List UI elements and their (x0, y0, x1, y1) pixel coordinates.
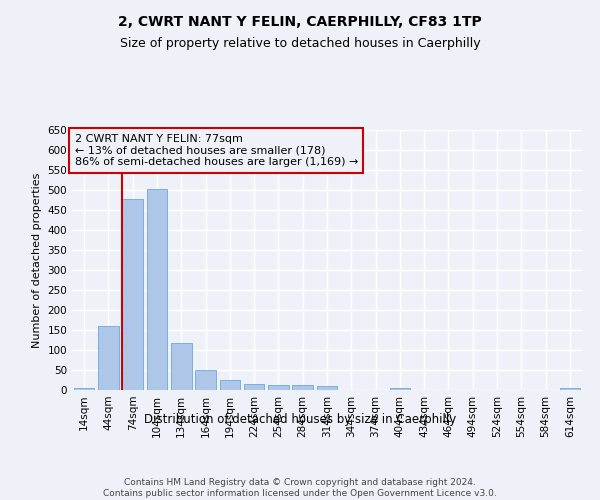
Bar (171, 343, 191, 390)
Bar (389, 388, 410, 390)
Text: 2, CWRT NANT Y FELIN, CAERPHILLY, CF83 1TP: 2, CWRT NANT Y FELIN, CAERPHILLY, CF83 1… (118, 15, 482, 29)
Text: Contains HM Land Registry data © Crown copyright and database right 2024.
Contai: Contains HM Land Registry data © Crown c… (103, 478, 497, 498)
Bar (268, 385, 289, 390)
Bar (74, 388, 94, 390)
Bar (146, 189, 167, 390)
Bar (244, 384, 265, 390)
Text: Size of property relative to detached houses in Caerphilly: Size of property relative to detached ho… (119, 38, 481, 51)
Bar (292, 385, 313, 390)
Bar (195, 370, 216, 390)
Bar (560, 388, 580, 390)
Text: 2 CWRT NANT Y FELIN: 77sqm
← 13% of detached houses are smaller (178)
86% of sem: 2 CWRT NANT Y FELIN: 77sqm ← 13% of deta… (74, 134, 358, 167)
Y-axis label: Number of detached properties: Number of detached properties (32, 172, 42, 348)
Bar (98, 326, 119, 390)
Bar (122, 199, 143, 390)
Bar (317, 386, 337, 390)
Text: Distribution of detached houses by size in Caerphilly: Distribution of detached houses by size … (144, 412, 456, 426)
Bar (220, 380, 240, 390)
